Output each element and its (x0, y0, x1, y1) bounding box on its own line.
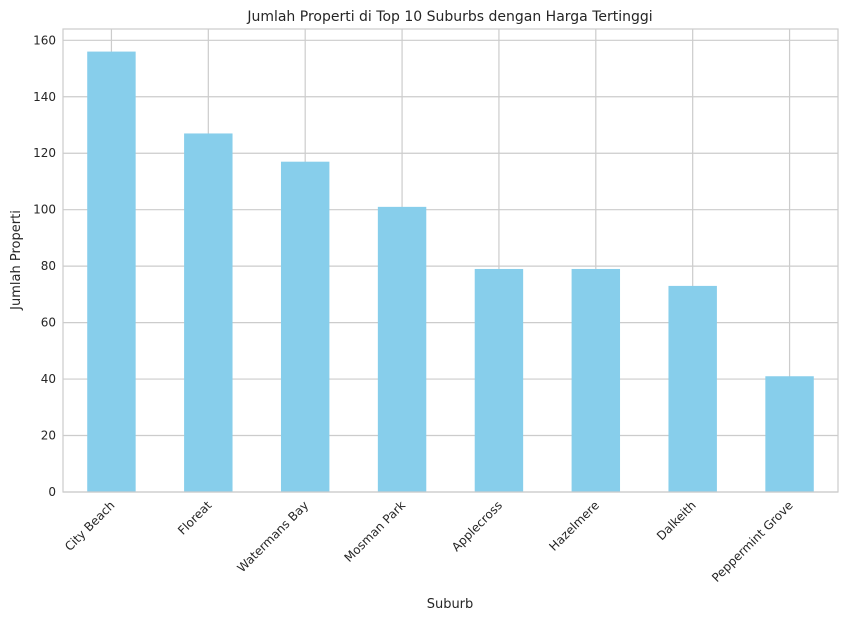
y-tick-label: 40 (41, 372, 56, 386)
x-tick-label: Peppermint Grove (709, 498, 796, 585)
x-tick-labels: City Beach Floreat Watermans Bay Mosman Par… (62, 498, 796, 585)
x-tick-label: Mosman Park (341, 498, 408, 565)
bar (571, 268, 621, 492)
bar (280, 161, 330, 492)
y-tick-label: 20 (41, 429, 56, 443)
y-tick-label: 160 (33, 33, 56, 47)
grid (63, 29, 838, 493)
x-tick-label: Dalkeith (654, 498, 699, 543)
bar (474, 268, 524, 492)
x-tick-label: Applecross (449, 498, 505, 554)
y-tick-label: 120 (33, 146, 56, 160)
bar (87, 51, 136, 493)
bars (87, 51, 814, 493)
y-tick-label: 100 (33, 203, 56, 217)
y-tick-label: 0 (48, 485, 56, 499)
y-tick-labels: 0 20 40 60 80 100 120 140 160 (33, 33, 56, 499)
y-tick-label: 80 (41, 259, 56, 273)
y-tick-label: 60 (41, 316, 56, 330)
bar (184, 133, 233, 492)
y-axis-label: Jumlah Properti (9, 210, 24, 311)
bar (765, 376, 814, 492)
bar (377, 206, 427, 493)
y-tick-label: 140 (33, 90, 56, 104)
x-tick-label: Hazelmere (546, 498, 602, 554)
x-tick-label: City Beach (62, 498, 118, 554)
x-tick-label: Floreat (175, 498, 215, 538)
x-tick-label: Watermans Bay (234, 498, 311, 575)
x-axis-label: Suburb (427, 597, 474, 612)
chart-title: Jumlah Properti di Top 10 Suburbs dengan… (246, 9, 652, 25)
plot-frame (62, 28, 839, 493)
bar (668, 285, 717, 492)
